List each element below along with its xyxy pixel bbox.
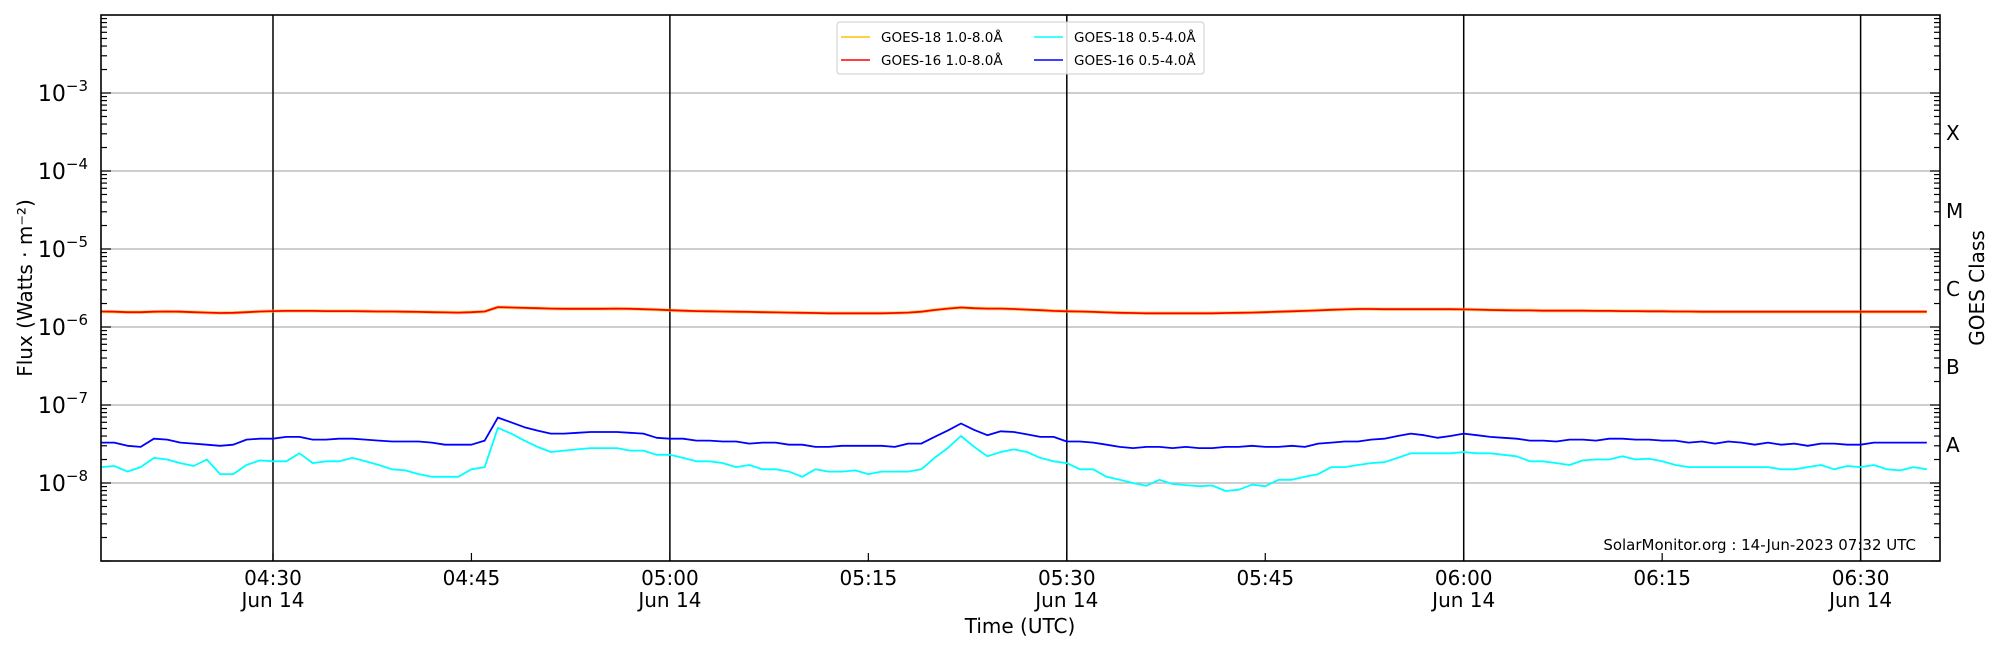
x-tick-label: 05:30 <box>1038 566 1096 590</box>
x-tick-label: 05:00 <box>641 566 699 590</box>
x-tick-label: 04:30 <box>244 566 302 590</box>
y-tick-label: 10−6 <box>38 311 88 341</box>
legend-entry: GOES-16 1.0-8.0Å <box>881 52 1003 69</box>
gridlines <box>101 92 1940 484</box>
x-tick-date-label: Jun 14 <box>636 588 701 612</box>
goes-class-label: X <box>1946 121 1960 145</box>
legend-entry: GOES-18 1.0-8.0Å <box>881 29 1003 46</box>
series-line-goes-16-0-5-4-0- <box>101 416 1927 450</box>
y-tick-label: 10−3 <box>38 77 88 107</box>
x-tick-label: 05:15 <box>840 566 898 590</box>
legend-entry: GOES-18 0.5-4.0Å <box>1074 29 1196 46</box>
vertical-time-lines <box>272 15 1862 561</box>
series-line-goes-16-1-0-8-0- <box>100 306 1927 315</box>
x-tick-date-label: Jun 14 <box>1827 588 1892 612</box>
series-line-goes-18-1-0-8-0- <box>100 305 1927 316</box>
goes-class-label: M <box>1946 199 1963 223</box>
x-tick-label: 06:00 <box>1435 566 1493 590</box>
x-tick-date-label: Jun 14 <box>239 588 304 612</box>
plot-frame <box>100 14 1941 562</box>
legend-box <box>836 21 1205 75</box>
goes-class-label: C <box>1946 277 1960 301</box>
y-tick-label: 10−8 <box>38 467 88 497</box>
watermark: SolarMonitor.org : 14-Jun-2023 07:32 UTC <box>1603 536 1916 554</box>
x-tick-date-label: Jun 14 <box>1430 588 1495 612</box>
series-line-goes-18-0-5-4-0- <box>100 426 1927 492</box>
goes-class-label: A <box>1946 433 1960 457</box>
x-tick-label: 04:45 <box>443 566 501 590</box>
goes-class-label: B <box>1946 355 1960 379</box>
x-tick-label: 06:15 <box>1633 566 1691 590</box>
y-axis-label: Flux (Watts · m⁻²) <box>13 199 37 377</box>
y-tick-label: 10−7 <box>38 389 88 419</box>
x-tick-date-label: Jun 14 <box>1033 588 1098 612</box>
legend-entry: GOES-16 0.5-4.0Å <box>1074 52 1196 69</box>
x-tick-label: 05:45 <box>1236 566 1294 590</box>
right-y-axis-label: GOES Class <box>1965 230 1989 346</box>
x-tick-label: 06:30 <box>1832 566 1890 590</box>
x-axis-label: Time (UTC) <box>964 614 1076 638</box>
series-lines <box>100 305 1927 492</box>
y-tick-label: 10−4 <box>38 155 88 185</box>
y-tick-label: 10−5 <box>38 233 88 263</box>
legend: GOES-18 1.0-8.0Å GOES-16 1.0-8.0Å GOES-18 … <box>836 21 1205 75</box>
